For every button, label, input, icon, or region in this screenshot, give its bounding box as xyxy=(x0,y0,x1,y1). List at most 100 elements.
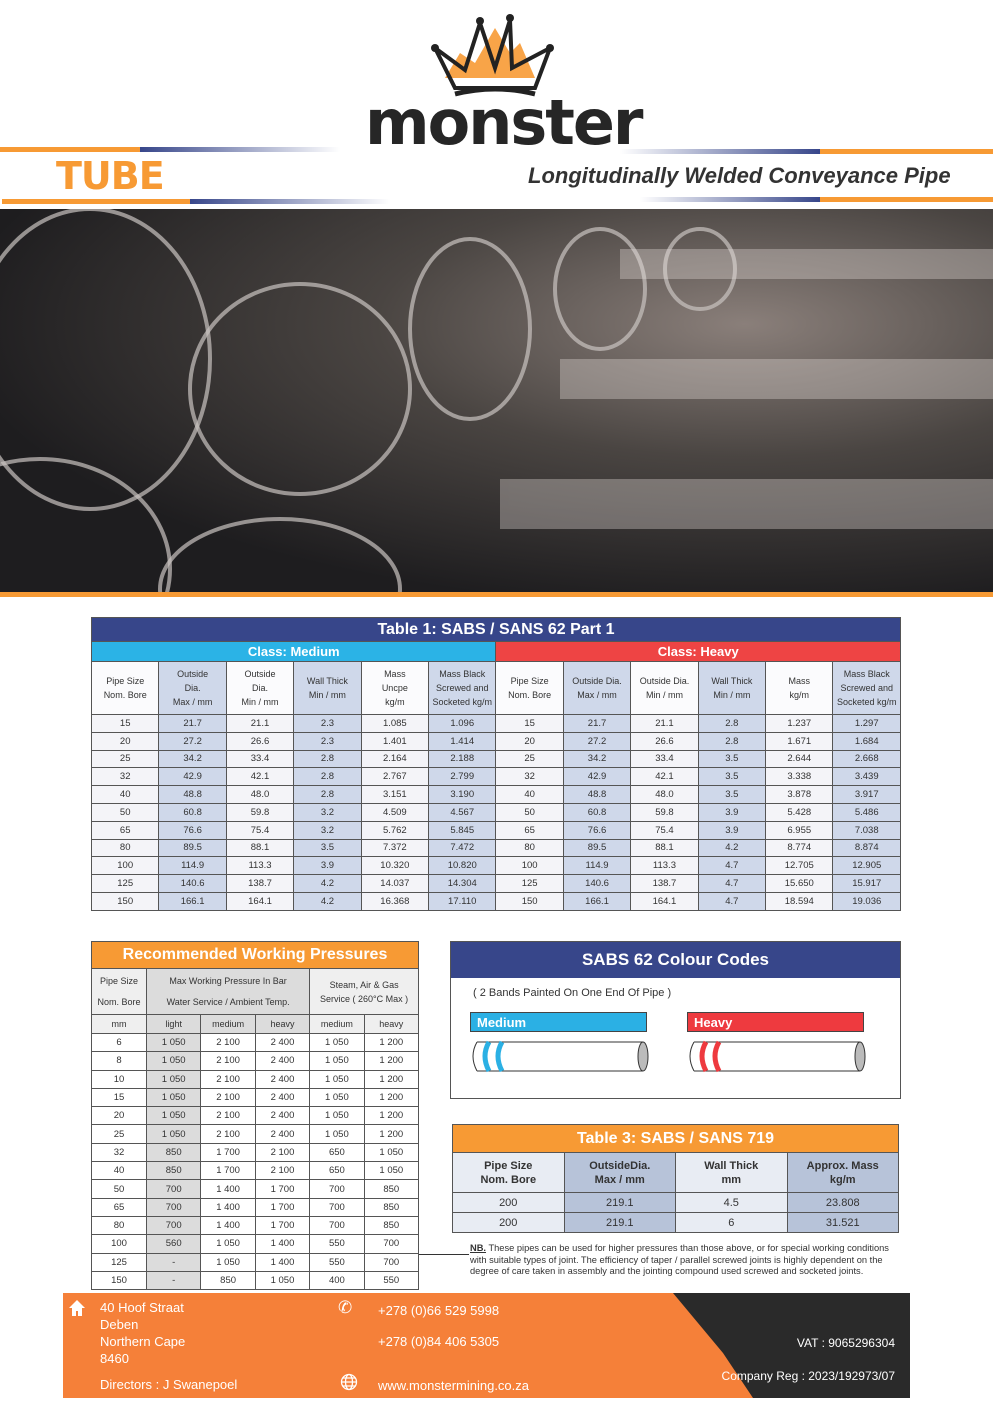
table-cell: 3.5 xyxy=(697,749,767,769)
table-row: 50 60.8 59.8 3.2 4.509 4.567 50 60.8 59.8 3.9 5.42… xyxy=(90,802,901,822)
table-cell: 75.4 xyxy=(630,820,699,840)
table-sans-62: Table 1: SABS / SANS 62 Part 1 Class: Me… xyxy=(90,617,901,911)
table-cell: 3.878 xyxy=(765,785,834,804)
header-rule xyxy=(620,149,820,154)
header-rule xyxy=(0,147,190,152)
column-header: Mass Black Screwed and Socketed kg/m xyxy=(832,661,901,715)
table-cell: 3.2 xyxy=(293,802,362,822)
table-cell: 4.2 xyxy=(293,874,362,893)
table-cell: 550 xyxy=(309,1252,365,1272)
table-cell: 1 050 xyxy=(309,1124,365,1144)
table-cell: 1 200 xyxy=(363,1032,420,1053)
nb-note: NB. These pipes can be used for higher p… xyxy=(470,1243,890,1278)
unit-header: light xyxy=(145,1014,202,1034)
table-cell: 33.4 xyxy=(630,749,699,769)
phone-1[interactable]: +278 (0)66 529 5998 xyxy=(378,1303,500,1318)
table-cell: 2.8 xyxy=(293,767,362,787)
table-cell: 2 400 xyxy=(254,1106,311,1126)
table-cell: 89.5 xyxy=(158,838,227,858)
column-header: Pipe Size Nom. Bore xyxy=(495,661,564,715)
table-cell: 550 xyxy=(363,1270,420,1291)
table-cell: - xyxy=(145,1270,202,1291)
table-cell: 2 100 xyxy=(200,1087,256,1108)
directors: Directors : J Swanepoel xyxy=(100,1377,238,1392)
table-cell: 700 xyxy=(309,1179,365,1199)
table-cell: 2 400 xyxy=(254,1032,311,1053)
table-cell: 6.955 xyxy=(765,820,834,840)
table-cell: 1.096 xyxy=(428,714,497,733)
table-cell: 12.905 xyxy=(832,856,901,876)
table-cell: 5.845 xyxy=(428,820,497,840)
header-water-service: Max Working Pressure In Bar Water Servic… xyxy=(145,968,311,1015)
column-header: Outside Dia. Min / mm xyxy=(225,661,295,715)
table-cell: 1 700 xyxy=(254,1179,311,1199)
table-cell: 113.3 xyxy=(630,856,699,876)
website-link[interactable]: www.monstermining.co.za xyxy=(378,1378,529,1393)
table-cell: 42.9 xyxy=(562,767,632,787)
table-cell: 31.521 xyxy=(786,1212,899,1233)
table-cell: 3.151 xyxy=(360,785,430,804)
table-cell: 21.7 xyxy=(562,714,632,733)
colour-codes-note: ( 2 Bands Painted On One End Of Pipe ) xyxy=(473,987,672,999)
table-cell: 150 xyxy=(91,1270,147,1291)
table-cell: 4.7 xyxy=(697,856,767,876)
table-cell: 1 050 xyxy=(145,1124,202,1144)
heavy-label: Heavy xyxy=(687,1012,864,1032)
table-cell: 650 xyxy=(309,1142,365,1163)
nb-label: NB. xyxy=(470,1243,487,1253)
table-cell: 114.9 xyxy=(158,856,227,876)
table-cell: 59.8 xyxy=(630,802,699,822)
table-cell: 5.486 xyxy=(832,802,901,822)
table-cell: 2 100 xyxy=(200,1069,256,1089)
class-medium-header: Class: Medium xyxy=(90,641,497,662)
table-row: 15 21.7 21.1 2.3 1.085 1.096 15 21.7 21.1 2.8 1.23… xyxy=(90,714,901,733)
table-row: 150-850 1 050 400 550 xyxy=(91,1270,420,1291)
table-cell: 17.110 xyxy=(428,891,497,911)
table-cell: 34.2 xyxy=(562,749,632,769)
phone-2[interactable]: +278 (0)84 406 5305 xyxy=(378,1334,500,1349)
table-cell: 40 xyxy=(495,785,564,804)
table-cell: 48.8 xyxy=(158,785,227,804)
table-cell: - xyxy=(145,1252,202,1272)
column-header: OutsideDia. Max / mm xyxy=(563,1152,676,1193)
unit-header: medium xyxy=(309,1014,365,1034)
table-cell: 80 xyxy=(91,1215,147,1236)
table-row: 20 27.2 26.6 2.3 1.401 1.414 20 27.2 26.6 2.8 1.67… xyxy=(90,731,901,751)
table-cell: 1 400 xyxy=(200,1179,256,1199)
table-cell: 400 xyxy=(309,1270,365,1291)
header-rule xyxy=(640,197,820,202)
footer-dark-panel xyxy=(673,1293,910,1398)
table-cell: 42.9 xyxy=(158,767,227,787)
table-cell: 20 xyxy=(90,731,160,751)
header-rule xyxy=(2,199,192,204)
table-cell: 1.671 xyxy=(765,731,834,751)
table-cell: 4.509 xyxy=(360,802,430,822)
table-cell: 2.668 xyxy=(832,749,901,769)
table-cell: 3.5 xyxy=(293,838,362,858)
table-cell: 3.9 xyxy=(293,856,362,876)
table-cell: 1 050 xyxy=(254,1270,311,1291)
table-cell: 3.439 xyxy=(832,767,901,787)
table-cell: 150 xyxy=(495,891,564,911)
table-cell: 65 xyxy=(495,820,564,840)
table-cell: 26.6 xyxy=(225,731,295,751)
table-cell: 16.368 xyxy=(360,891,430,911)
column-header: Outside Dia. Max / mm xyxy=(562,661,632,715)
table-cell: 8.774 xyxy=(765,838,834,858)
table-cell: 15 xyxy=(495,714,564,733)
table-cell: 2.767 xyxy=(360,767,430,787)
table-cell: 8.874 xyxy=(832,838,901,858)
table-cell: 1 700 xyxy=(200,1142,256,1163)
column-header: Wall Thick mm xyxy=(675,1152,788,1193)
table-cell: 25 xyxy=(91,1124,147,1144)
table-cell: 166.1 xyxy=(158,891,227,911)
column-header: Mass Uncpe kg/m xyxy=(360,661,430,715)
page-subtitle: Longitudinally Welded Conveyance Pipe xyxy=(528,163,951,188)
table-cell: 1 200 xyxy=(363,1051,420,1071)
page-title: TUBE xyxy=(56,154,165,198)
column-header: Approx. Mass kg/m xyxy=(786,1152,899,1193)
header-rule xyxy=(140,147,340,152)
table-cell: 8 xyxy=(91,1051,147,1071)
table-cell: 12.705 xyxy=(765,856,834,876)
table-cell: 1 050 xyxy=(145,1032,202,1053)
